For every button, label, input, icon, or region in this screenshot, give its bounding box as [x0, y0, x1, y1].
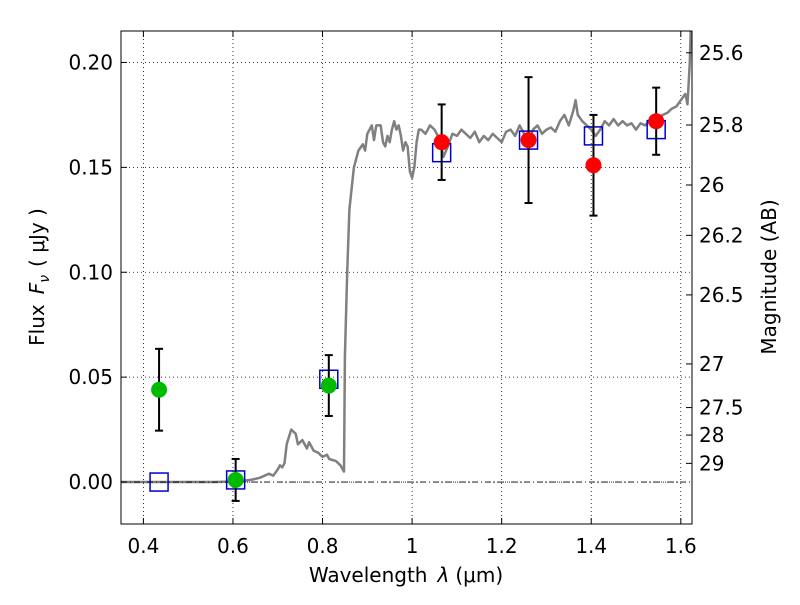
sed-model-layer	[121, 30, 692, 484]
x-tick-label: 1	[406, 534, 419, 558]
y-axis-label: FluxFν( μJy )	[25, 208, 53, 346]
sed-model-line	[121, 30, 692, 484]
circle-marker	[585, 157, 602, 174]
y-tick-label: 0.20	[68, 50, 113, 74]
y2-tick-label: 26.2	[699, 223, 744, 247]
y2-tick-label: 26.5	[699, 283, 744, 307]
y-tick-label: 0.15	[68, 155, 113, 179]
y-tick-label: 0.00	[68, 470, 113, 494]
tick-layer	[121, 31, 692, 524]
y2-tick-label: 27	[699, 352, 724, 376]
x-axis-label: Wavelength λ (μm)	[309, 563, 503, 587]
circle-marker	[227, 471, 244, 488]
x-tick-label: 0.6	[217, 534, 249, 558]
circle-marker	[320, 377, 337, 394]
x-tick-label: 1.4	[575, 534, 607, 558]
plot-frame	[120, 30, 693, 525]
y2-tick-label: 25.6	[699, 41, 744, 65]
circle-marker	[151, 381, 168, 398]
x-tick-label: 1.6	[665, 534, 697, 558]
x-tick-label: 0.4	[127, 534, 159, 558]
x-tick-label: 0.8	[307, 534, 339, 558]
y2-tick-label: 26	[699, 173, 724, 197]
square-marker	[149, 472, 169, 492]
tick-label-layer: 0.4 0.6 0.8 1 1.2 1.4 1.6 0.00 0.05 0.10 0.15 0.20 2…	[68, 41, 743, 558]
circle-marker	[520, 132, 537, 149]
y-tick-label: 0.05	[68, 365, 113, 389]
circle-marker	[433, 134, 450, 151]
y2-tick-label: 29	[699, 451, 724, 475]
y-tick-label: 0.10	[68, 260, 113, 284]
y2-tick-label: 28	[699, 423, 724, 447]
x-tick-label: 1.2	[486, 534, 518, 558]
circle-marker	[648, 113, 665, 130]
grid-layer	[121, 31, 692, 524]
y2-axis-label: Magnitude (AB)	[757, 199, 781, 354]
marker-layer	[149, 76, 666, 502]
y2-tick-label: 25.8	[699, 113, 744, 137]
y2-tick-label: 27.5	[699, 396, 744, 420]
